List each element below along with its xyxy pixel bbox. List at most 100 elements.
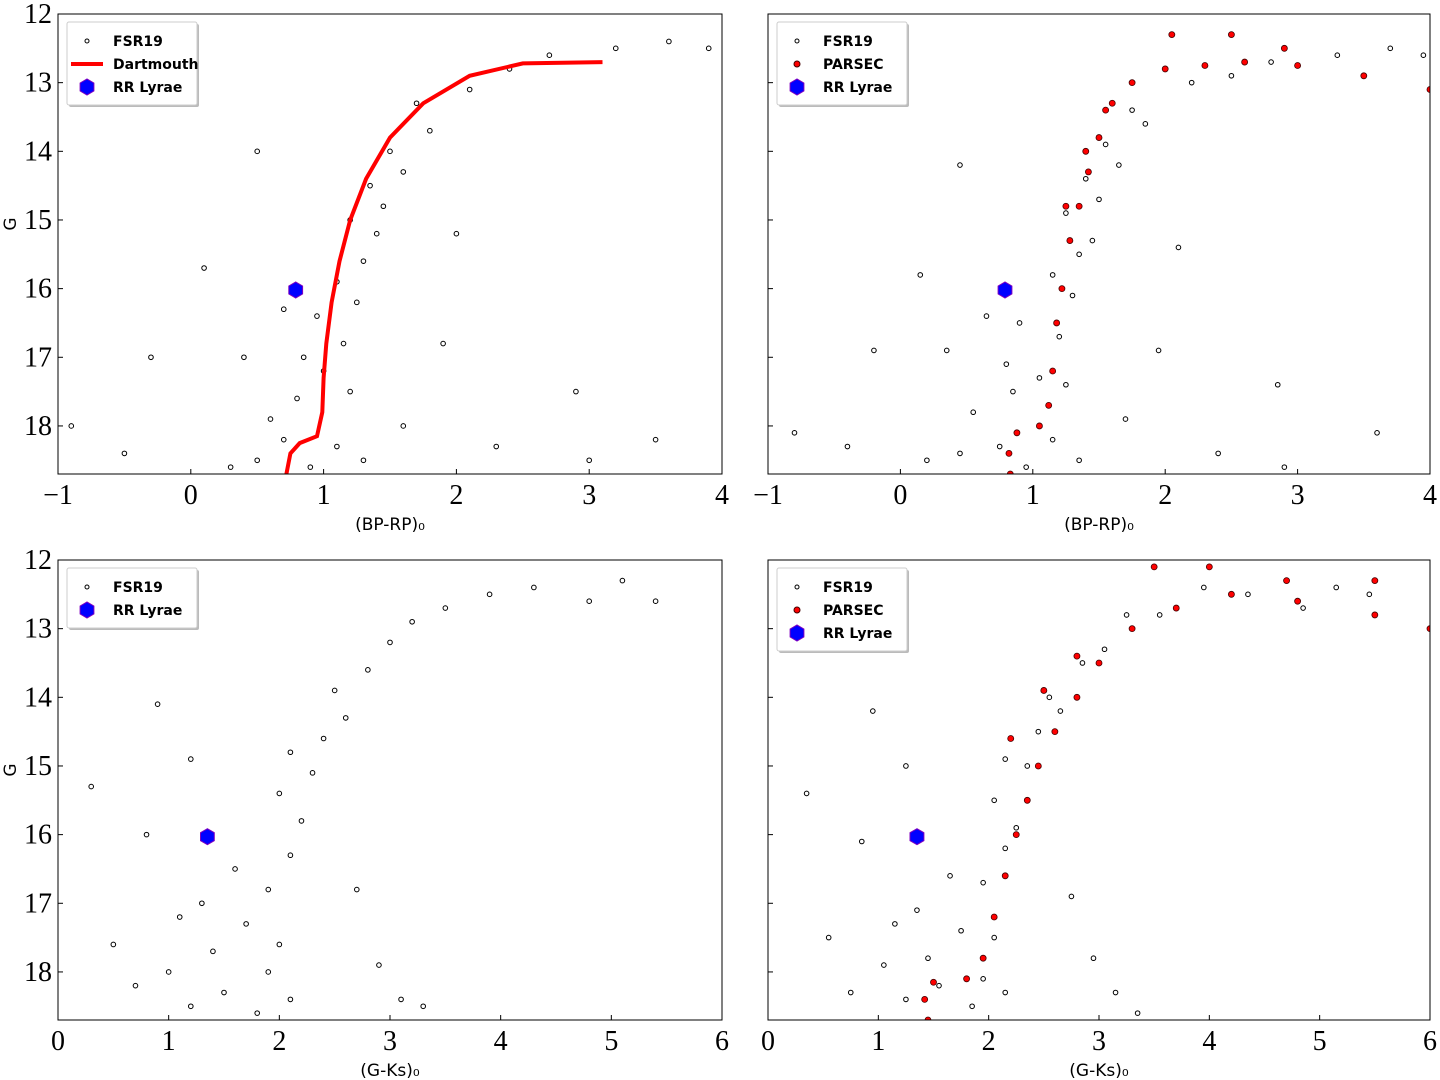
star-point — [1374, 430, 1380, 436]
x-tick-label: −1 — [753, 480, 783, 511]
star-point — [1002, 756, 1009, 762]
x-tick-label: 0 — [893, 480, 907, 511]
legend-swatch — [84, 38, 90, 44]
x-tick-label: 4 — [1423, 480, 1437, 511]
star-point — [243, 921, 249, 927]
x-tick-label: 0 — [761, 1026, 775, 1057]
star-point — [276, 790, 283, 797]
y-tick-label: 18 — [24, 957, 52, 988]
star-point — [1013, 824, 1020, 831]
isochrone-point — [930, 978, 937, 986]
isochrone-point — [1075, 202, 1083, 210]
star-point — [201, 265, 207, 271]
isochrone-point — [1007, 735, 1015, 742]
isochrone-point — [1172, 604, 1180, 612]
star-point — [871, 347, 877, 354]
star-point — [210, 948, 216, 955]
star-point — [914, 907, 920, 913]
star-point — [1057, 708, 1064, 714]
star-point — [1069, 292, 1076, 299]
y-tick-label: 14 — [24, 682, 52, 713]
star-point — [88, 783, 94, 790]
star-point — [280, 436, 287, 443]
isochrone-point — [1294, 62, 1301, 69]
star-point — [1420, 52, 1427, 58]
legend-label: FSR19 — [113, 34, 163, 50]
star-point — [943, 347, 950, 354]
isochrone-point — [1066, 237, 1074, 244]
star-point — [1082, 175, 1089, 182]
isochrone-point — [1040, 687, 1048, 694]
isochrone-point — [1036, 422, 1043, 430]
star-point — [280, 306, 287, 313]
star-point — [241, 354, 247, 361]
star-point — [1002, 989, 1009, 996]
star-point — [1215, 450, 1221, 457]
star-point — [1090, 955, 1097, 962]
star-point — [1049, 436, 1056, 443]
star-point — [991, 797, 997, 804]
star-point — [924, 457, 930, 464]
legend-box — [66, 567, 198, 629]
star-point — [1089, 237, 1096, 244]
legend: FSR19 PARSEC RR Lyrae — [776, 21, 909, 107]
y-tick-label: 12 — [24, 0, 52, 30]
x-tick-label: 3 — [582, 480, 596, 511]
isochrone-point — [1051, 728, 1059, 736]
star-point — [387, 148, 393, 155]
star-point — [1102, 141, 1109, 148]
star-point — [400, 423, 407, 429]
star-point — [309, 770, 316, 776]
y-tick-label: 17 — [24, 888, 52, 919]
isochrone-point — [1073, 693, 1081, 701]
x-axis-label: (BP-RP)₀ — [355, 515, 425, 535]
isochrone-point — [1426, 86, 1430, 93]
y-tick-label: 13 — [24, 68, 52, 99]
plot-area — [88, 577, 659, 1016]
x-tick-label: 6 — [715, 1026, 729, 1057]
plot-area — [791, 31, 1430, 474]
legend-swatch — [84, 584, 90, 590]
star-point — [360, 457, 367, 464]
star-point — [1387, 45, 1394, 52]
legend-label: FSR19 — [823, 580, 873, 596]
x-axis-label: (G-Ks)₀ — [360, 1061, 420, 1080]
star-point — [1076, 457, 1082, 464]
star-point — [265, 969, 272, 975]
x-tick-label: 4 — [494, 1026, 508, 1057]
star-point — [1076, 251, 1082, 258]
star-point — [1155, 347, 1162, 354]
legend-label: FSR19 — [113, 580, 163, 596]
legend-swatch — [793, 60, 801, 68]
x-tick-label: 3 — [383, 1026, 397, 1057]
star-point — [254, 1010, 261, 1016]
legend-swatch — [793, 606, 801, 614]
star-point — [1002, 845, 1009, 852]
star-point — [1112, 989, 1119, 996]
star-point — [340, 340, 347, 347]
isochrone-point — [1012, 831, 1020, 839]
isochrone-point — [1001, 872, 1009, 880]
y-tick-label: 12 — [24, 545, 52, 576]
x-tick-label: 3 — [1291, 480, 1305, 511]
axes-frame — [57, 13, 723, 475]
x-tick-label: 4 — [715, 480, 729, 511]
y-tick-label: 13 — [24, 614, 52, 645]
legend-label: Dartmouth — [113, 57, 199, 73]
panel: −1 0 1 2 3 4 (BP-RP)₀ FSR19 PARSEC RR Lyrae — [753, 13, 1437, 535]
rr-lyrae-marker — [909, 828, 925, 846]
isochrone-point — [1062, 202, 1070, 210]
isochrone-point — [1371, 577, 1379, 584]
star-point — [342, 715, 349, 721]
star-point — [1096, 196, 1102, 203]
legend-label: RR Lyrae — [823, 80, 892, 96]
star-point — [957, 162, 963, 168]
legend: FSR19 RR Lyrae — [66, 567, 199, 630]
axes-frame — [767, 13, 1431, 475]
isochrone-point — [924, 1016, 932, 1020]
star-point — [334, 443, 340, 450]
star-point — [254, 457, 261, 464]
star-point — [227, 464, 234, 470]
legend-swatch — [79, 78, 95, 96]
star-point — [881, 962, 887, 968]
